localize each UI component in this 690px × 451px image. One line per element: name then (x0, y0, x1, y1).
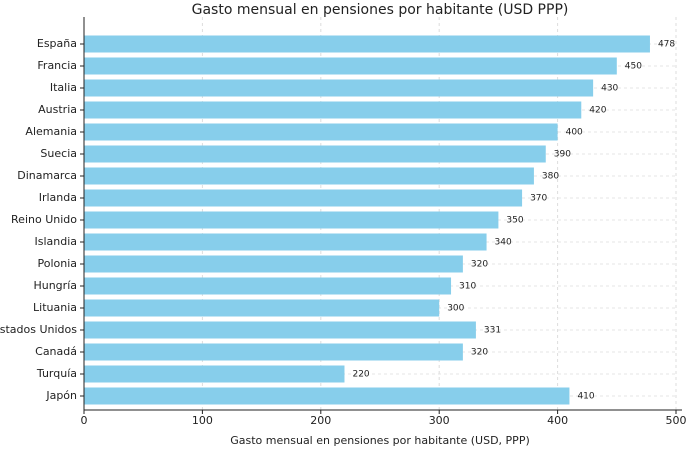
bar (84, 101, 582, 119)
y-tick-label: España (37, 37, 77, 50)
bar (84, 387, 570, 405)
y-tick-label: Austria (38, 103, 77, 116)
x-tick-label: 200 (310, 414, 331, 427)
value-label: 450 (625, 62, 642, 72)
value-label: 331 (484, 326, 501, 336)
bar (84, 211, 499, 229)
y-tick-label: Turquía (36, 367, 77, 380)
bar (84, 321, 476, 339)
x-tick-label: 300 (429, 414, 450, 427)
value-label: 350 (506, 216, 523, 226)
x-tick-label: 100 (192, 414, 213, 427)
value-label: 300 (447, 304, 464, 314)
y-tick-label: Canadá (35, 345, 77, 358)
bar (84, 79, 594, 97)
value-label: 478 (658, 40, 675, 50)
bar (84, 343, 463, 361)
value-label: 430 (601, 84, 618, 94)
bar (84, 365, 345, 383)
bar (84, 299, 440, 317)
y-tick-label: Italia (50, 81, 77, 94)
y-tick-label: Reino Unido (11, 213, 77, 226)
bar (84, 277, 452, 295)
y-tick-label: Japón (45, 389, 77, 402)
value-label: 410 (577, 392, 594, 402)
y-tick-label: Irlanda (39, 191, 77, 204)
value-label: 390 (554, 150, 571, 160)
y-tick-label: Lituania (33, 301, 77, 314)
y-tick-label: Suecia (40, 147, 77, 160)
bar (84, 233, 487, 251)
x-tick-label: 0 (81, 414, 88, 427)
value-label: 220 (352, 370, 369, 380)
bar (84, 35, 650, 53)
y-tick-label: Estados Unidos (0, 323, 77, 336)
chart-title: Gasto mensual en pensiones por habitante… (192, 2, 569, 18)
x-axis-label: Gasto mensual en pensiones por habitante… (230, 434, 530, 447)
bar (84, 145, 546, 163)
value-label: 370 (530, 194, 547, 204)
x-tick-label: 500 (666, 414, 687, 427)
value-label: 420 (589, 106, 606, 116)
value-label: 320 (471, 260, 488, 270)
y-tick-label: Hungría (33, 279, 77, 292)
value-label: 400 (566, 128, 583, 138)
bar (84, 189, 523, 207)
value-label: 380 (542, 172, 559, 182)
y-tick-label: Francia (37, 59, 77, 72)
bar (84, 57, 617, 75)
bar (84, 123, 558, 141)
bar (84, 167, 534, 185)
value-label: 320 (471, 348, 488, 358)
y-tick-label: Dinamarca (17, 169, 77, 182)
y-tick-label: Polonia (37, 257, 77, 270)
value-label: 340 (495, 238, 512, 248)
bar (84, 255, 463, 273)
x-tick-label: 400 (547, 414, 568, 427)
y-tick-label: Alemania (25, 125, 77, 138)
value-label: 310 (459, 282, 476, 292)
y-tick-label: Islandia (34, 235, 77, 248)
